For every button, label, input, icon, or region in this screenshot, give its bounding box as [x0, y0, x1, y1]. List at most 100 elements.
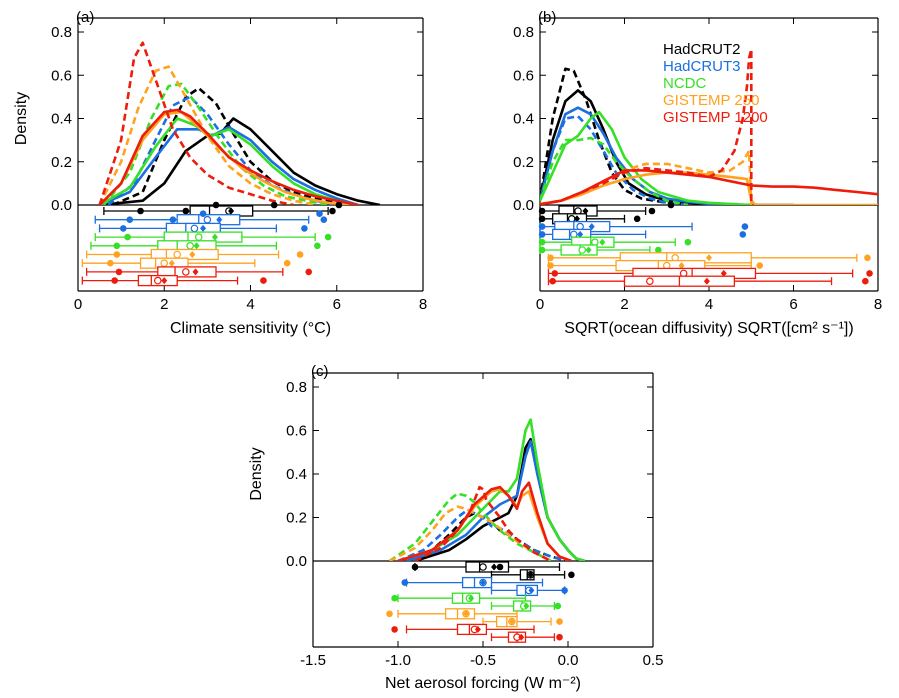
x-axis-label: Climate sensitivity (°C): [170, 320, 331, 337]
outlier-dot: [648, 207, 656, 215]
series-line-hadcrut2-solid: [99, 117, 381, 205]
mode-marker: [508, 618, 515, 626]
box-row: [547, 267, 873, 280]
outlier-dot: [270, 201, 278, 209]
box-row: [411, 561, 561, 573]
outlier-dot: [538, 231, 546, 238]
panel-3: (c) 0.0 0.2 0.4 0.6 0.8 -1.5 -1.0 -0.5 0.0 0.5 Net …: [248, 363, 663, 692]
outlier-dot: [124, 233, 131, 241]
outlier-dot: [199, 210, 207, 217]
outlier-dot: [538, 207, 546, 215]
mode-marker: [573, 215, 580, 223]
legend-entry-hadcrut3: HadCRUT3: [663, 58, 741, 75]
outlier-dot: [862, 277, 869, 285]
outlier-dot: [391, 626, 398, 633]
mode-marker: [491, 563, 498, 571]
outlier-dot: [547, 262, 554, 269]
outlier-dot: [655, 246, 662, 254]
legend-entry-gistemp-1200: GISTEMP 1200: [663, 109, 768, 126]
series-line-gistemp-1200-dashed: [98, 41, 294, 205]
box-row: [490, 569, 575, 581]
series-line-gistemp-1200-solid: [98, 108, 359, 205]
y-tick-label: 0.8: [286, 379, 307, 396]
outlier-dot: [496, 563, 504, 571]
mode-marker: [189, 251, 196, 258]
y-tick-label: 0.4: [51, 111, 72, 128]
box-row: [538, 228, 747, 241]
box: [444, 608, 476, 620]
outlier-dot: [538, 246, 546, 254]
series-line-gistemp-1200-dashed: [414, 485, 552, 561]
outlier-dot: [386, 610, 393, 618]
series-line-gistemp-1200-dashed: [540, 48, 753, 205]
panel-label: (c): [311, 363, 329, 380]
legend-entry-hadcrut2: HadCRUT2: [663, 41, 741, 58]
outlier-dot: [568, 571, 575, 579]
box-row: [538, 220, 749, 233]
box-row: [490, 600, 562, 612]
curves: [98, 41, 381, 205]
mean-marker: [203, 215, 212, 224]
x-tick-label: 2: [620, 296, 628, 313]
mean-marker: [479, 563, 487, 571]
box-row: [81, 274, 267, 287]
mode-marker: [228, 207, 235, 215]
x-tick-label: 0.5: [643, 652, 664, 669]
y-tick-label: 0.6: [513, 67, 534, 84]
mode-marker: [168, 259, 175, 267]
mode-marker: [678, 262, 685, 270]
mean-marker: [186, 242, 194, 250]
box-row: [386, 608, 518, 620]
outlier-dot: [119, 225, 127, 232]
outlier-dot: [335, 201, 343, 209]
outlier-dot: [182, 207, 190, 215]
outlier-dot: [316, 210, 323, 217]
legend-entry-gistemp-250: GISTEMP 250: [663, 92, 759, 109]
mode-marker: [703, 277, 710, 285]
outlier-dot: [107, 259, 114, 267]
legend-entry-ncdc: NCDC: [663, 75, 706, 92]
outlier-dot: [741, 223, 749, 230]
mode-marker: [585, 246, 592, 254]
series-line-gistemp-250-dashed: [98, 65, 316, 205]
outlier-dot: [212, 201, 220, 209]
outlier-dot: [320, 216, 328, 223]
box-row: [547, 252, 871, 264]
box-row: [85, 248, 304, 261]
outlier-dot: [554, 602, 562, 610]
outlier-dot: [864, 254, 871, 262]
mode-marker: [161, 277, 168, 285]
y-tick-label: 0.2: [513, 154, 534, 171]
outlier-dot: [296, 251, 304, 258]
x-tick-label: -1.0: [385, 652, 411, 669]
mode-marker: [474, 625, 481, 633]
box-row: [547, 275, 869, 287]
x-tick-label: -1.5: [300, 652, 326, 669]
outlier-dot: [115, 268, 123, 276]
x-tick-label: 0.0: [558, 652, 579, 669]
y-tick-label: 0.4: [513, 111, 534, 128]
series-line-ncdc-dashed: [540, 136, 689, 205]
mode-marker: [518, 633, 525, 641]
mode-marker: [463, 610, 469, 618]
x-tick-label: 8: [419, 296, 427, 313]
outlier-dot: [283, 259, 291, 267]
y-tick-label: 0.8: [513, 24, 534, 41]
outlier-dot: [113, 242, 121, 250]
mode-marker: [216, 216, 223, 224]
x-tick-label: 4: [705, 296, 713, 313]
outlier-dot: [169, 216, 177, 223]
mean-marker: [182, 268, 190, 276]
outlier-dot: [549, 277, 556, 285]
mode-marker: [480, 579, 486, 587]
mode-marker: [468, 594, 475, 602]
x-tick-label: 6: [333, 296, 341, 313]
y-tick-label: 0.2: [51, 154, 72, 171]
box-row: [538, 236, 692, 248]
outlier-dot: [756, 262, 763, 269]
series-line-ncdc-solid: [397, 418, 586, 561]
outlier-dot: [538, 238, 546, 246]
box-row: [490, 584, 568, 597]
